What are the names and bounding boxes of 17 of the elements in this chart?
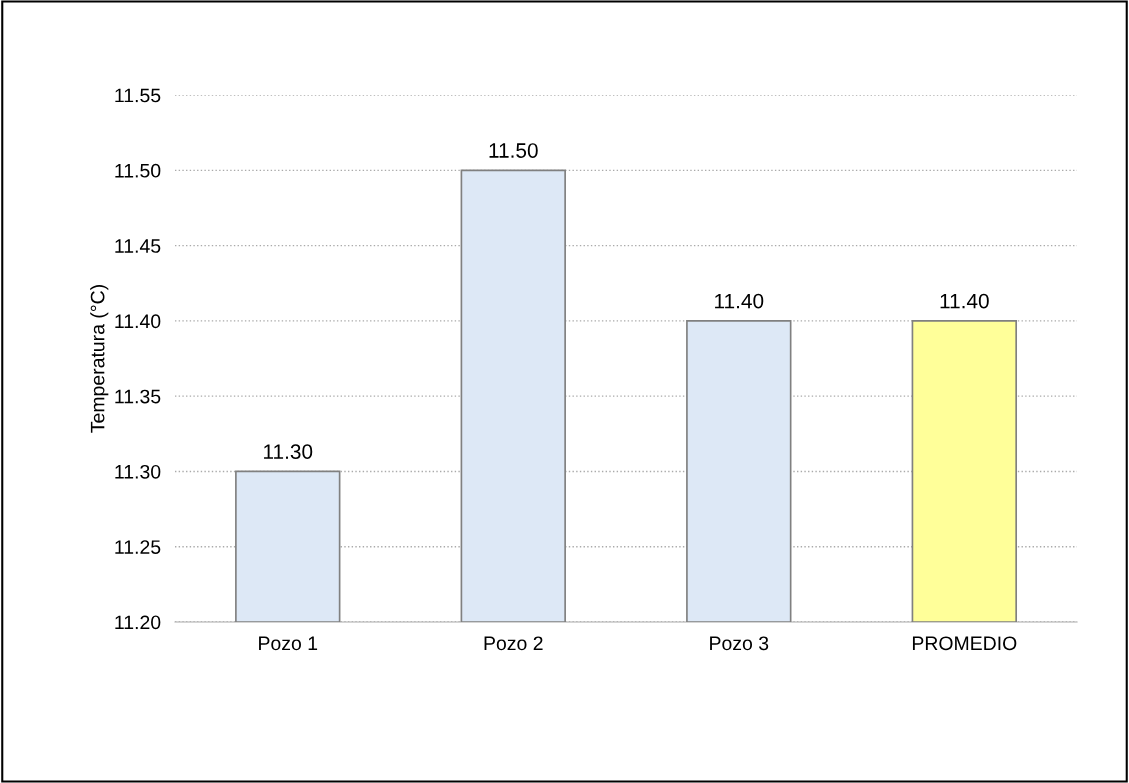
y-tick-label: 11.20 xyxy=(115,615,161,630)
y-tick-label: 11.30 xyxy=(115,464,161,479)
y-tick-label: 11.45 xyxy=(115,239,161,253)
y-tick-label: 11.40 xyxy=(115,314,161,329)
y-tick-label: 11.55 xyxy=(115,88,161,103)
y-tick-label: 11.50 xyxy=(115,163,161,178)
data-label: 11.30 xyxy=(264,444,313,459)
x-tick-label: Pozo 2 xyxy=(484,636,543,651)
x-tick-label: PROMEDIO xyxy=(912,636,1017,651)
data-label: 11.40 xyxy=(715,293,764,309)
x-tick-label: Pozo 3 xyxy=(710,636,769,651)
data-label: 11.50 xyxy=(489,143,538,158)
y-axis-title: Temperatura (°C) xyxy=(90,285,109,433)
data-label: 11.40 xyxy=(940,293,989,309)
x-tick-label: Pozo 1 xyxy=(259,636,318,651)
y-tick-label: 11.35 xyxy=(115,389,161,404)
y-tick-label: 11.25 xyxy=(115,540,161,554)
